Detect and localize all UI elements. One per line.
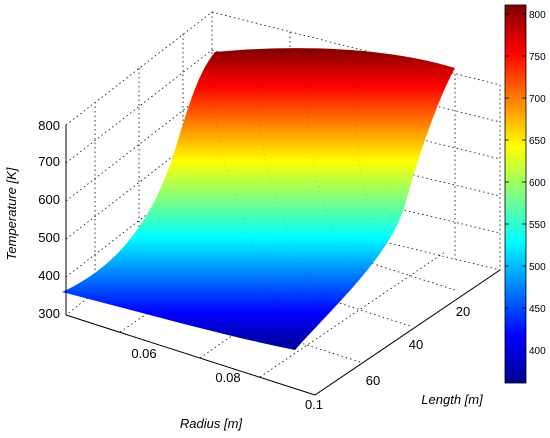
axes	[65, 125, 501, 396]
colorbar-tick: 700	[529, 94, 546, 105]
colorbar-tick: 450	[529, 304, 546, 315]
z-tick: 800	[38, 118, 60, 133]
y-tick: 20	[456, 304, 470, 319]
z-tick: 700	[38, 154, 60, 169]
temperature-surface	[62, 48, 455, 350]
colorbar-tick: 750	[529, 52, 546, 63]
y-tick: 60	[366, 373, 380, 388]
colorbar-tick: 650	[529, 136, 546, 147]
y-axis-label: Length [m]	[421, 392, 483, 407]
colorbar-tick: 600	[529, 178, 546, 189]
colorbar-tick: 550	[529, 220, 546, 231]
z-tick: 600	[38, 192, 60, 207]
colorbar-tick: 400	[529, 346, 546, 357]
x-tick: 0.06	[131, 346, 156, 361]
colorbar-tick-labels: 400 450 500 550 600 650 700 750 800	[529, 10, 546, 357]
colorbar-tick-marks	[505, 13, 526, 351]
colorbar-tick: 800	[529, 10, 546, 21]
z-tick-labels: 300 400 500 600 700 800	[38, 118, 60, 321]
z-tick: 500	[38, 230, 60, 245]
z-tick: 400	[38, 268, 60, 283]
x-tick-labels: 0.06 0.08 0.1	[131, 346, 323, 412]
x-axis-label: Radius [m]	[180, 416, 243, 431]
z-tick: 300	[38, 306, 60, 321]
colorbar	[504, 4, 527, 384]
x-tick: 0.08	[215, 370, 240, 385]
x-tick: 0.1	[305, 397, 323, 412]
y-tick: 40	[409, 337, 423, 352]
z-axis-label: Temperature [K]	[4, 167, 19, 260]
colorbar-tick: 500	[529, 262, 546, 273]
surface-mesh	[212, 46, 386, 351]
